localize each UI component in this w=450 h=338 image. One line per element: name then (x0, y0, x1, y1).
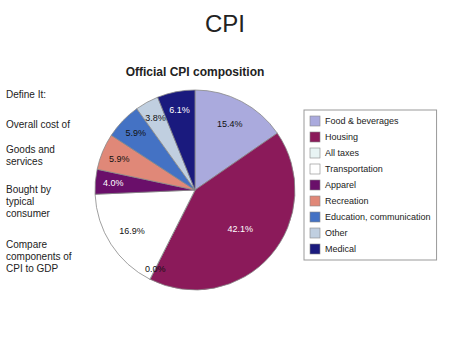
legend-frame (304, 110, 437, 260)
legend-swatch (310, 180, 320, 190)
annotation: Define It: (6, 89, 46, 100)
legend-swatch (310, 164, 320, 174)
chart: CPI Official CPI composition Define It: Ove… (0, 0, 450, 338)
legend-entry: Transportation (325, 164, 383, 174)
data-label: 6.1% (169, 104, 190, 114)
legend-swatch (310, 148, 320, 158)
slice (95, 190, 195, 279)
pie (95, 90, 295, 290)
legend-entry: Medical (325, 244, 356, 254)
annotation: Bought bytypicalconsumer (6, 184, 51, 219)
slice (158, 90, 195, 190)
subtitle: Official CPI composition (126, 65, 265, 79)
legend-entry: Apparel (325, 180, 356, 190)
data-label: 5.9% (109, 154, 130, 164)
legend-entry: Education, communication (325, 212, 431, 222)
legend-swatch (310, 116, 320, 126)
legend-swatch (310, 212, 320, 222)
legend-swatch (310, 244, 320, 254)
legend: Food & beverages Housing All taxes Transpor… (304, 110, 437, 260)
legend-swatch (310, 196, 320, 206)
legend-entry: Food & beverages (325, 116, 399, 126)
legend-entry: Other (325, 228, 348, 238)
legend-swatch (310, 132, 320, 142)
data-labels: 15.4% 42.1% 0.0% 16.9% 4.0% 5.9% 5.9% 3.8%6.1% (103, 104, 253, 273)
data-label: 3.8% (145, 113, 166, 123)
data-label: 16.9% (119, 226, 145, 236)
data-label: 4.0% (103, 178, 124, 188)
data-label: 15.4% (217, 119, 243, 129)
annotations: Define It: Overall cost of Goods andservic… (6, 89, 72, 274)
legend-swatch (310, 228, 320, 238)
annotation: Comparecomponents ofCPI to GDP (6, 239, 72, 274)
data-label: 5.9% (126, 128, 147, 138)
title: CPI (205, 10, 245, 37)
legend-entry: Housing (325, 132, 358, 142)
annotation: Goods andservices (6, 144, 55, 167)
data-label: 42.1% (227, 224, 253, 234)
data-label: 0.0% (145, 264, 166, 274)
legend-entry: All taxes (325, 148, 360, 158)
annotation: Overall cost of (6, 119, 70, 130)
legend-entry: Recreation (325, 196, 369, 206)
